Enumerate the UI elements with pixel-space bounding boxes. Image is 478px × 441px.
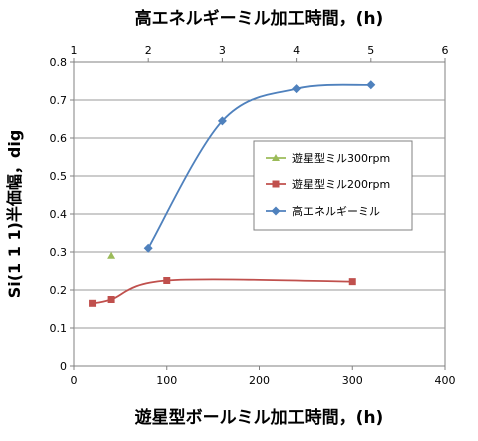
x-tick-label: 100 [156, 374, 177, 387]
series-2-point [107, 296, 115, 303]
y-tick-label: 0.8 [50, 56, 68, 69]
y-tick-label: 0 [60, 360, 67, 373]
legend-label: 遊星型ミル200rpm [292, 177, 390, 191]
axis-ticks: 0 0.1 0.2 0.3 0.4 0.5 0.6 0.7 0.8 0 100 200 300 400 1 2… [50, 44, 456, 387]
series-2-point [163, 277, 171, 284]
series-3-point [292, 84, 302, 94]
series-lines [92, 83, 371, 305]
y-axis-title: Si(1 1 1)半価幅，dig [5, 130, 24, 299]
legend-swatch-marker [271, 206, 281, 216]
y-tick-label: 0.5 [50, 170, 68, 183]
x-axis-title: 遊星型ボールミル加工時間，(h) [135, 407, 384, 428]
y-tick-label: 0.7 [50, 94, 68, 107]
series-2-point [348, 278, 356, 286]
top-tick-label: 1 [71, 44, 78, 57]
top-tick-label: 2 [145, 44, 152, 57]
x-tick-label: 400 [435, 374, 456, 387]
top-tick-label: 4 [293, 44, 300, 57]
top-axis-title: 高エネルギーミル加工時間，(h) [135, 8, 384, 29]
series-3-point [366, 80, 376, 90]
x-tick-label: 200 [249, 374, 270, 387]
series-3-point [143, 243, 153, 253]
series-3-line [147, 83, 371, 249]
legend-label: 遊星型ミル300rpm [292, 151, 390, 165]
series-3-point [217, 116, 227, 126]
x-tick-label: 0 [71, 374, 78, 387]
data-markers [89, 80, 376, 307]
legend-swatch-marker [272, 154, 280, 161]
legend-box [253, 140, 413, 231]
y-tick-label: 0.4 [50, 208, 68, 221]
top-tick-label: 3 [219, 44, 226, 57]
y-tick-label: 0.1 [50, 322, 68, 335]
series-2-line [92, 278, 353, 305]
top-tick-label: 6 [442, 44, 449, 57]
legend-swatch-marker [272, 180, 280, 188]
top-tick-label: 5 [367, 44, 374, 57]
legend: 遊星型ミル300rpm 遊星型ミル200rpm 高エネルギーミル [253, 140, 413, 231]
y-tick-label: 0.6 [50, 132, 68, 145]
series-2-point [89, 299, 97, 307]
legend-label: 高エネルギーミル [292, 204, 380, 218]
y-tick-label: 0.2 [50, 284, 68, 297]
y-tick-label: 0.3 [50, 246, 68, 259]
x-tick-label: 300 [342, 374, 363, 387]
series-1-point [107, 251, 116, 259]
